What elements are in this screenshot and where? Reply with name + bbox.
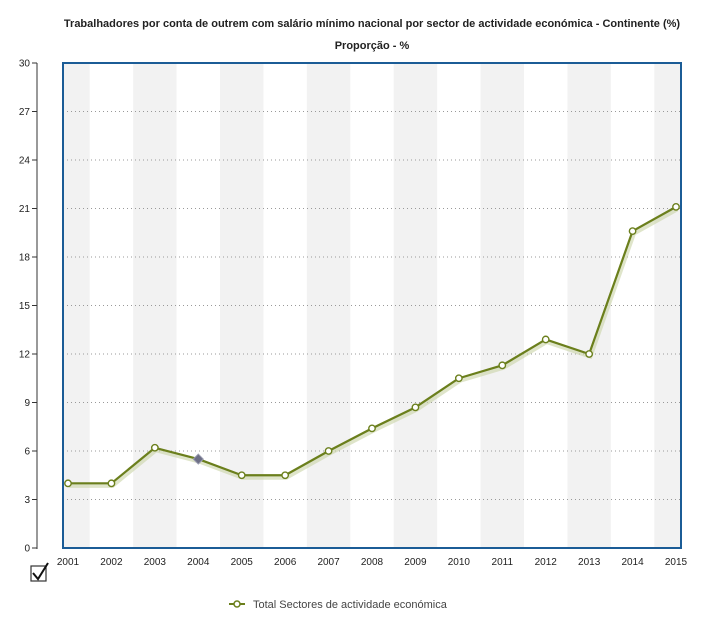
x-tick-label: 2007 [317,557,340,568]
x-tick-label: 2002 [100,557,123,568]
x-tick-label: 2004 [187,557,210,568]
checkbox-icon[interactable] [30,562,49,582]
x-tick-label: 2015 [665,557,688,568]
data-point [672,202,680,211]
x-axis: 2001 2002 2003 2004 2005 2006 2007 2008 2009 2010… [57,557,688,568]
x-tick-label: 2012 [535,557,558,568]
legend-item-label: Total Sectores de actividade económica [253,599,448,611]
x-tick-label: 2013 [578,557,601,568]
y-tick-label: 12 [19,350,31,361]
y-tick-label: 9 [24,398,30,409]
y-tick-label: 6 [24,447,30,458]
chart-title: Trabalhadores por conta de outrem com sa… [64,18,680,30]
data-point [368,424,376,433]
data-point [541,335,550,344]
y-tick-label: 3 [24,495,30,506]
x-tick-label: 2009 [404,557,427,568]
background-band [567,63,611,548]
grid-lines [63,111,681,500]
y-tick-label: 27 [19,107,31,118]
data-point [628,227,637,236]
x-tick-label: 2006 [274,557,297,568]
y-tick-label: 0 [24,544,30,555]
x-tick-label: 2008 [361,557,384,568]
chart-subtitle: Proporção - % [335,40,410,52]
x-tick-label: 2011 [492,557,514,568]
background-band [133,63,177,548]
x-tick-label: 2001 [57,557,80,568]
data-point-highlighted [192,453,204,465]
plot-frame [62,62,682,549]
data-point [237,471,246,480]
y-tick-label: 24 [19,156,31,167]
data-point [454,374,463,383]
legend[interactable]: Total Sectores de actividade económica [229,599,448,611]
legend-marker-icon [233,600,241,608]
x-tick-label: 2003 [144,557,167,568]
x-tick-label: 2014 [621,557,644,568]
x-tick-label: 2005 [231,557,254,568]
data-point [498,361,507,370]
data-point [324,447,333,455]
data-point [107,479,116,488]
data-point [585,350,594,358]
y-tick-label: 15 [19,301,31,312]
y-tick-label: 21 [19,204,31,215]
y-tick-label: 18 [19,253,31,264]
data-point [411,403,420,412]
x-tick-label: 2010 [448,557,471,568]
y-axis: 0 3 6 9 12 15 18 21 24 27 30 [19,59,37,555]
y-tick-label: 30 [19,59,31,70]
data-point [150,443,159,452]
series-points [64,202,680,488]
data-point [64,479,72,488]
data-point [281,471,290,480]
